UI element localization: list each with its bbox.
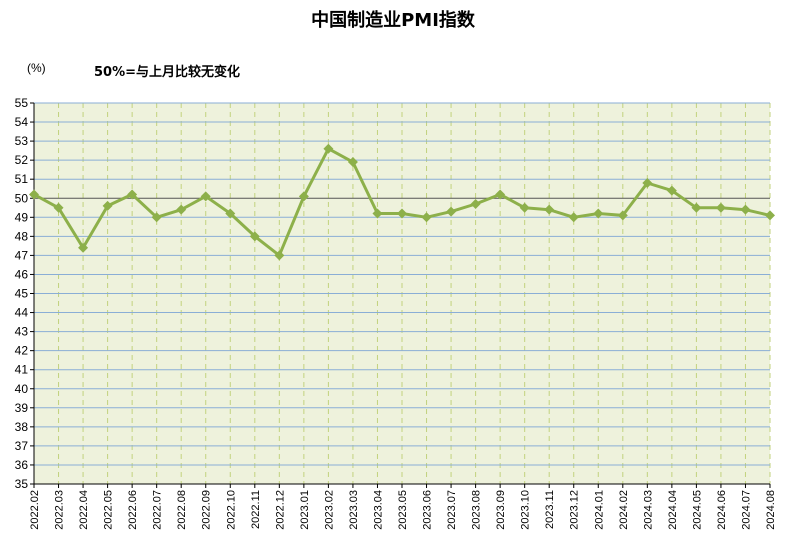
x-tick-label: 2022.10: [225, 490, 237, 530]
data-point: [421, 212, 432, 223]
y-tick-label: 44: [15, 306, 29, 320]
y-tick-label: 38: [15, 420, 29, 434]
y-tick-label: 42: [15, 344, 29, 358]
data-point: [593, 208, 604, 219]
x-tick-label: 2022.07: [152, 490, 164, 530]
data-point: [642, 178, 653, 189]
data-point: [446, 206, 457, 217]
x-tick-label: 2023.04: [372, 490, 384, 530]
x-tick-label: 2024.01: [593, 490, 605, 530]
x-tick-label: 2024.02: [618, 490, 630, 530]
y-tick-label: 54: [15, 115, 29, 129]
data-point: [249, 231, 260, 242]
data-point: [127, 189, 138, 200]
y-tick-label: 52: [15, 153, 29, 167]
data-point: [544, 204, 555, 215]
data-point: [397, 208, 407, 219]
data-point: [715, 202, 726, 213]
y-tick-label: 55: [15, 96, 29, 110]
data-point: [470, 198, 481, 209]
y-tick-label: 41: [15, 363, 29, 377]
y-tick-label: 53: [15, 134, 29, 148]
x-tick-label: 2023.03: [348, 490, 360, 530]
data-point: [372, 208, 383, 219]
y-tick-label: 47: [15, 248, 29, 262]
y-axis-unit-label: (%): [27, 61, 46, 75]
x-tick-label: 2023.02: [323, 490, 335, 530]
x-tick-label: 2024.04: [667, 490, 679, 530]
data-point: [53, 202, 64, 213]
data-point: [740, 204, 751, 215]
y-tick-label: 37: [15, 439, 29, 453]
data-point: [495, 189, 506, 200]
x-tick-label: 2022.06: [127, 490, 139, 530]
data-point: [78, 242, 89, 253]
x-tick-label: 2023.12: [569, 490, 581, 530]
x-tick-label: 2022.11: [250, 490, 262, 529]
y-tick-label: 43: [15, 325, 29, 339]
y-tick-label: 40: [15, 382, 29, 396]
data-point: [691, 202, 702, 213]
x-tick-label: 2024.08: [765, 490, 777, 530]
x-tick-label: 2022.02: [29, 490, 41, 530]
x-tick-label: 2024.07: [740, 490, 752, 530]
x-tick-label: 2022.05: [103, 490, 115, 530]
x-tick-label: 2022.12: [274, 490, 286, 530]
data-point: [200, 191, 211, 202]
data-point: [151, 212, 162, 223]
data-point: [225, 208, 236, 219]
data-point: [666, 185, 677, 196]
x-tick-label: 2023.01: [299, 490, 311, 530]
data-point: [323, 143, 334, 154]
y-tick-label: 51: [15, 172, 29, 186]
x-tick-label: 2023.09: [495, 490, 507, 530]
x-tick-label: 2024.06: [716, 490, 728, 530]
y-tick-label: 39: [15, 401, 29, 415]
data-point: [274, 250, 285, 261]
x-tick-label: 2022.03: [54, 490, 66, 530]
x-tick-label: 2024.05: [691, 490, 703, 530]
y-tick-label: 50: [15, 191, 29, 205]
y-tick-label: 49: [15, 210, 29, 224]
data-point: [617, 210, 628, 221]
data-point: [347, 157, 358, 168]
data-point: [102, 200, 113, 211]
chart-annotation: 50%=与上月比较无变化: [94, 65, 241, 80]
y-tick-label: 48: [15, 229, 29, 243]
y-tick-label: 46: [15, 267, 29, 281]
x-tick-label: 2022.08: [176, 490, 188, 530]
data-point: [519, 202, 530, 213]
y-tick-label: 36: [15, 458, 29, 472]
x-tick-label: 2023.08: [471, 490, 483, 530]
data-point: [765, 210, 775, 221]
data-point: [568, 212, 579, 223]
data-point: [176, 204, 187, 215]
x-tick-label: 2023.06: [422, 490, 434, 530]
x-tick-label: 2022.04: [78, 490, 90, 530]
y-tick-label: 35: [15, 477, 29, 491]
data-point: [298, 191, 309, 202]
x-tick-label: 2024.03: [642, 490, 654, 530]
x-tick-label: 2022.09: [201, 490, 213, 530]
x-tick-label: 2023.10: [520, 490, 532, 530]
data-point: [29, 189, 39, 200]
x-tick-label: 2023.07: [446, 490, 458, 530]
x-tick-label: 2023.11: [544, 490, 556, 529]
y-tick-label: 45: [15, 287, 29, 301]
chart-title: 中国制造业PMI指数: [311, 10, 475, 31]
x-tick-label: 2023.05: [397, 490, 409, 530]
